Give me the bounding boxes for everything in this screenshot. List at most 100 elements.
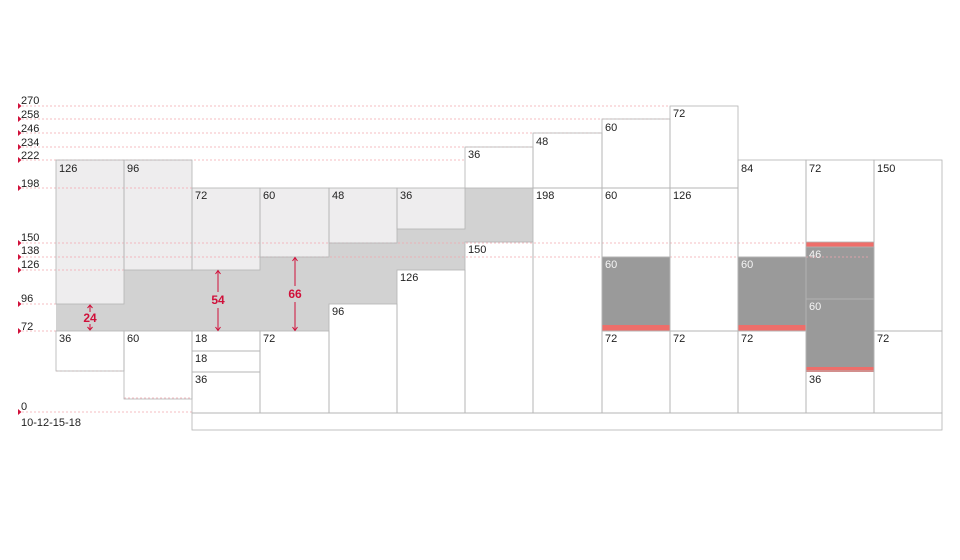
y-label: 72	[21, 321, 33, 333]
fill-block	[124, 270, 397, 304]
fill-block	[56, 304, 329, 331]
cell-label: 48	[536, 136, 548, 148]
cell-label: 150	[877, 163, 895, 175]
cell-label: 60	[127, 333, 139, 345]
cell-label: 36	[400, 190, 412, 202]
cell-label: 72	[673, 333, 685, 345]
cell-label: 72	[741, 333, 753, 345]
cell-label: 46	[809, 249, 821, 261]
cell-label: 60	[605, 190, 617, 202]
accent-bar	[738, 325, 806, 331]
cell-label: 72	[673, 108, 685, 120]
cell-outline	[396, 187, 466, 230]
cell-outline	[464, 241, 534, 414]
y-label: 0	[21, 401, 27, 413]
axis-marker	[18, 157, 22, 163]
axis-labels: 270 258 246 234 222 198 150 138 126 96 7…	[21, 95, 81, 429]
y-label: 138	[21, 245, 39, 257]
cell-label: 48	[332, 190, 344, 202]
cell-label: 126	[400, 272, 418, 284]
cell-label: 60	[605, 259, 617, 271]
cell-label: 36	[59, 333, 71, 345]
cell-outline	[396, 269, 466, 414]
measure-arrow-54-head-top	[215, 269, 221, 275]
fill-block	[260, 188, 329, 257]
fill-block	[56, 160, 124, 304]
y-label: 150	[21, 232, 39, 244]
y-label: 234	[21, 137, 39, 149]
axis-marker	[18, 254, 22, 260]
accent-layer	[602, 242, 874, 372]
cell-label: 72	[195, 190, 207, 202]
axis-marker	[18, 144, 22, 150]
accent-bar	[806, 367, 874, 372]
y-label: 198	[21, 178, 39, 190]
axis-marker	[18, 301, 22, 307]
fill-layer	[56, 160, 874, 371]
cell-outline	[328, 303, 398, 414]
axis-marker	[18, 185, 22, 191]
fill-block	[260, 257, 465, 270]
cell-label: 60	[605, 122, 617, 134]
cell-label: 36	[468, 149, 480, 161]
fill-block	[124, 160, 192, 270]
cell-label: 18	[195, 353, 207, 365]
axis-marker	[18, 328, 22, 334]
fill-block	[806, 243, 874, 371]
fill-block	[602, 257, 670, 331]
footer-label: 10-12-15-18	[21, 417, 81, 429]
axis-marker	[18, 103, 22, 109]
cell-label: 84	[741, 163, 753, 175]
y-label: 270	[21, 95, 39, 107]
cell-label: 72	[605, 333, 617, 345]
cell-label: 150	[468, 244, 486, 256]
y-label: 96	[21, 293, 33, 305]
cell-label: 198	[536, 190, 554, 202]
measure-label-54: 54	[211, 293, 225, 307]
axis-marker	[18, 267, 22, 273]
y-label: 246	[21, 123, 39, 135]
cell-outline	[873, 159, 943, 332]
measure-arrow-54-head-bottom	[215, 326, 221, 332]
cell-outlines	[55, 105, 943, 431]
cell-labels: 126 96 72 60 48 36 36 48 60 72 198 60 12…	[59, 108, 895, 386]
cell-label: 72	[809, 163, 821, 175]
fill-block	[397, 188, 465, 229]
axis-marker	[18, 240, 22, 246]
measure-label-66: 66	[288, 287, 302, 301]
measure-arrow-24-head-top	[87, 304, 93, 309]
y-label: 258	[21, 109, 39, 121]
cell-outline	[669, 187, 739, 332]
cell-label: 126	[673, 190, 691, 202]
y-label: 126	[21, 259, 39, 271]
cell-label: 36	[195, 374, 207, 386]
measure-arrow-66-head-bottom	[292, 326, 298, 332]
measure-arrow-66-head-top	[292, 256, 298, 262]
cell-label: 126	[59, 163, 77, 175]
measurement-arrows	[87, 256, 298, 332]
cell-label: 60	[741, 259, 753, 271]
accent-bar	[806, 242, 874, 247]
axis-marker	[18, 130, 22, 136]
axis-markers	[18, 103, 22, 415]
fill-block	[738, 257, 806, 331]
cell-label: 96	[127, 163, 139, 175]
fill-block	[329, 243, 465, 257]
axis-marker	[18, 116, 22, 122]
cell-label: 18	[195, 333, 207, 345]
cell-label: 36	[809, 374, 821, 386]
accent-bar	[602, 325, 670, 331]
cell-label: 96	[332, 306, 344, 318]
footer-bar	[191, 412, 943, 431]
fill-block	[397, 229, 465, 243]
fill-block	[192, 188, 260, 270]
axis-marker	[18, 409, 22, 415]
cell-label: 60	[263, 190, 275, 202]
cell-label: 72	[877, 333, 889, 345]
cell-label: 60	[809, 301, 821, 313]
cell-label: 72	[263, 333, 275, 345]
measure-label-24: 24	[83, 311, 97, 325]
fill-block	[465, 188, 533, 242]
measure-arrow-24-head-bottom	[87, 326, 93, 331]
